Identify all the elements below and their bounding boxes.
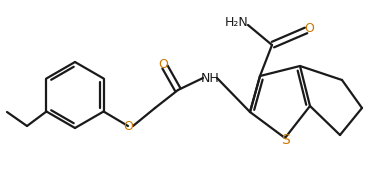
Text: O: O xyxy=(304,22,314,35)
Text: S: S xyxy=(281,133,289,147)
Text: NH: NH xyxy=(200,71,219,84)
Text: H₂N: H₂N xyxy=(225,16,249,30)
Text: O: O xyxy=(123,120,133,133)
Text: O: O xyxy=(158,57,168,70)
